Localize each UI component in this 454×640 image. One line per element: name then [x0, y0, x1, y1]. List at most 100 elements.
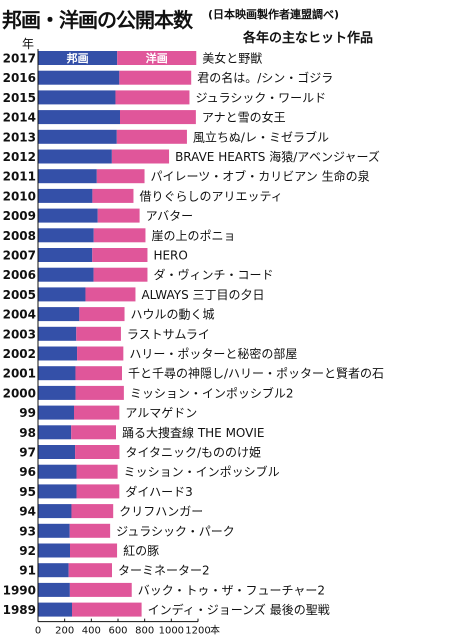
foreign-bar — [75, 385, 124, 400]
hit-film-annotation: バック・トゥ・ザ・フューチャー2 — [138, 583, 325, 597]
foreign-bar — [92, 188, 134, 203]
foreign-bar — [93, 267, 148, 282]
foreign-bar — [71, 504, 114, 519]
foreign-bar — [74, 405, 120, 420]
foreign-bar — [117, 51, 197, 65]
hit-film-annotation: 踊る大捜査線 THE MOVIE — [122, 425, 264, 440]
foreign-bar — [92, 248, 148, 262]
year-label: 94 — [19, 505, 36, 519]
foreign-bar — [96, 169, 145, 184]
domestic-bar — [38, 129, 117, 144]
foreign-bar — [75, 366, 122, 381]
hit-film-annotation: ハリー・ポッターと秘密の部屋 — [129, 346, 297, 361]
domestic-bar — [38, 464, 77, 479]
domestic-bar — [38, 248, 93, 262]
domestic-bar — [38, 287, 86, 302]
year-label: 2007 — [3, 249, 36, 263]
foreign-bar — [93, 228, 146, 243]
year-label: 2002 — [3, 347, 36, 361]
x-tick-label: 0 — [35, 626, 41, 637]
hit-film-annotation: HERO — [153, 249, 187, 263]
year-label: 99 — [19, 406, 36, 420]
foreign-bar — [85, 287, 136, 302]
source-note: (日本映画製作者連盟調べ) — [208, 8, 340, 21]
hit-film-annotation: 美女と野獣 — [202, 51, 262, 66]
hit-film-annotation: ジュラシック・パーク — [116, 524, 235, 538]
year-label: 2011 — [3, 170, 36, 184]
domestic-bar — [38, 51, 118, 65]
year-label: 96 — [19, 465, 36, 479]
foreign-bar — [119, 70, 192, 85]
domestic-bar — [38, 484, 77, 499]
year-label: 2012 — [3, 150, 36, 164]
foreign-bar — [116, 129, 187, 144]
year-label: 2003 — [3, 327, 36, 341]
foreign-bar — [76, 484, 120, 499]
year-label: 2005 — [3, 288, 36, 302]
foreign-bar — [79, 307, 125, 322]
x-tick-label: 400 — [82, 626, 101, 637]
foreign-bar — [69, 582, 132, 597]
hit-film-annotation: ミッション・インポッシブル2 — [130, 385, 294, 400]
foreign-bar — [76, 464, 118, 479]
domestic-bar — [38, 70, 120, 85]
domestic-bar — [38, 149, 112, 164]
year-label: 2008 — [3, 229, 36, 243]
foreign-bar — [71, 425, 116, 440]
domestic-bar — [38, 523, 70, 538]
domestic-bar — [38, 385, 76, 400]
legend-foreign: 洋画 — [146, 51, 168, 65]
year-label: 2017 — [3, 52, 36, 66]
foreign-bar — [76, 326, 121, 341]
hit-film-annotation: ターミネーター2 — [118, 564, 210, 578]
foreign-bar — [72, 602, 142, 617]
foreign-bar — [111, 149, 170, 164]
foreign-bar — [77, 346, 124, 361]
year-label: 2001 — [3, 367, 36, 381]
year-unit-label: 年 — [22, 37, 34, 51]
hit-film-annotation: アバター — [146, 209, 194, 223]
domestic-bar — [38, 405, 74, 420]
foreign-bar — [115, 90, 190, 105]
year-label: 2010 — [3, 189, 36, 203]
x-tick-label: 600 — [108, 626, 127, 637]
hit-film-annotation: 崖の上のポニョ — [151, 229, 235, 243]
domestic-bar — [38, 563, 69, 578]
year-label: 2006 — [3, 268, 36, 282]
foreign-bar — [70, 543, 118, 558]
year-label: 91 — [19, 564, 36, 578]
x-tick-label: 1000 — [159, 626, 184, 637]
foreign-bar — [97, 208, 140, 223]
year-label: 2016 — [3, 71, 36, 85]
hit-film-annotation: 千と千尋の神隠し/ハリー・ポッターと賢者の石 — [128, 367, 384, 381]
hit-film-annotation: 風立ちぬ/レ・ミゼラブル — [193, 129, 329, 144]
foreign-bar — [120, 110, 196, 125]
year-label: 92 — [19, 544, 36, 558]
foreign-bar — [75, 445, 120, 459]
year-label: 2004 — [3, 308, 36, 322]
year-label: 98 — [19, 426, 36, 440]
foreign-bar — [69, 523, 111, 538]
domestic-bar — [38, 602, 72, 617]
hit-film-annotation: アルマゲドン — [125, 406, 197, 420]
x-tick-label: 800 — [135, 626, 154, 637]
bars-group: 2017 美女と野獣 2016 君の名は。/シン・ゴジラ 2015 ジュラシック・ワールド… — [3, 51, 384, 618]
year-label: 2013 — [3, 130, 36, 144]
year-label: 1990 — [3, 583, 36, 597]
x-tick-label: 200 — [55, 626, 74, 637]
chart-subtitle: 各年の主なヒット作品 — [243, 31, 374, 46]
hit-film-annotation: ジュラシック・ワールド — [195, 91, 326, 105]
year-label: 2009 — [3, 209, 36, 223]
x-axis: 0 200 400 600 800 1000 1200 本 — [35, 49, 220, 637]
domestic-bar — [38, 188, 93, 203]
hit-film-annotation: 借りぐらしのアリエッティ — [139, 189, 282, 203]
domestic-bar — [38, 307, 80, 322]
year-label: 2000 — [3, 386, 36, 400]
domestic-bar — [38, 267, 94, 282]
x-unit-label: 本 — [210, 624, 220, 637]
domestic-bar — [38, 346, 78, 361]
hit-film-annotation: ダ・ヴィンチ・コード — [153, 267, 273, 282]
hit-film-annotation: ミッション・インポッシブル — [124, 464, 280, 479]
year-label: 1989 — [3, 603, 36, 617]
